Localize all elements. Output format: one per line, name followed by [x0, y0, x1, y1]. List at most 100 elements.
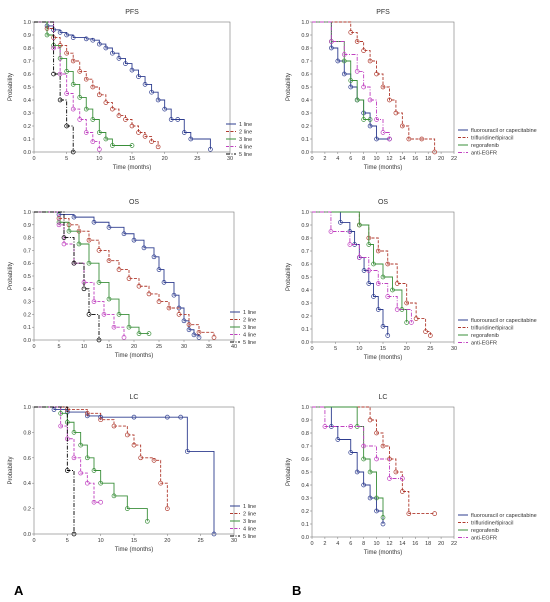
censor-marker	[385, 294, 391, 299]
legend-label: fluorouracil or capecitabine	[471, 318, 537, 324]
x-tick-label: 6	[349, 541, 352, 547]
censor-marker	[142, 134, 148, 139]
series-line	[34, 211, 215, 338]
censor-marker	[329, 39, 334, 44]
censor-marker	[196, 329, 202, 335]
y-tick-label: 0.4	[301, 288, 309, 294]
censor-marker	[178, 414, 184, 420]
y-tick-label: 0.8	[23, 430, 31, 436]
y-tick-label: 0.0	[23, 150, 31, 156]
censor-marker	[400, 476, 405, 481]
censor-marker	[84, 480, 90, 486]
censor-marker	[103, 45, 109, 51]
legend-label: fluorouracil or capecitabine	[471, 513, 537, 519]
legend-label: 5 line	[239, 152, 252, 158]
y-tick-label: 0.7	[301, 59, 309, 65]
x-axis-label: Time (months)	[113, 165, 151, 171]
censor-marker	[86, 237, 92, 243]
legend-label: anti-EGFR	[471, 536, 497, 542]
chart-title: PFS	[376, 9, 390, 16]
censor-marker	[106, 225, 112, 230]
censor-marker	[96, 130, 102, 135]
y-tick-label: 0.4	[301, 98, 309, 104]
censor-marker	[123, 117, 128, 122]
legend-label: regorafenib	[471, 143, 499, 149]
x-tick-label: 20	[438, 541, 444, 547]
chart-title: OS	[129, 199, 139, 206]
censor-marker	[111, 423, 117, 429]
series-line	[34, 21, 159, 147]
censor-marker	[70, 82, 76, 87]
censor-marker	[90, 37, 96, 43]
x-axis-label: Time (months)	[115, 547, 153, 553]
y-tick-label: 0.3	[301, 301, 309, 307]
legend-label: regorafenib	[471, 528, 499, 534]
censor-marker	[162, 106, 168, 112]
censor-marker	[184, 449, 190, 454]
y-tick-label: 0.6	[23, 456, 31, 462]
censor-marker	[186, 327, 192, 333]
censor-marker	[91, 219, 97, 225]
y-tick-label: 0.9	[23, 223, 31, 229]
legend-label: 5 line	[243, 534, 256, 540]
series-line	[312, 21, 390, 140]
series-line	[312, 21, 371, 120]
censor-marker	[84, 411, 90, 416]
censor-marker	[375, 248, 381, 254]
series-line	[34, 406, 101, 503]
series-line	[34, 211, 200, 338]
censor-marker	[354, 469, 360, 475]
censor-marker	[404, 320, 410, 325]
x-tick-label: 30	[231, 538, 237, 544]
censor-marker	[374, 117, 379, 122]
censor-marker	[136, 331, 142, 336]
censor-marker	[98, 480, 104, 486]
censor-marker	[338, 220, 343, 225]
chart-b-os: OS 0 5 10 15 20 25 30 0.0 0.1 0.2 0.3 0.4 0.5 0.6 0.7 0.…	[286, 199, 537, 361]
censor-marker	[380, 130, 386, 135]
censor-marker	[110, 106, 115, 112]
x-tick-label: 10	[373, 541, 379, 547]
censor-marker	[186, 322, 192, 327]
y-tick-label: 0.8	[23, 46, 31, 52]
censor-marker	[90, 84, 96, 90]
censor-marker	[129, 67, 135, 73]
x-tick-label: 25	[194, 156, 200, 162]
series-line	[34, 211, 125, 338]
censor-marker	[404, 300, 410, 306]
censor-marker	[142, 82, 148, 87]
legend-label: 4 line	[239, 145, 252, 151]
censor-marker	[98, 499, 104, 505]
series-line	[34, 21, 74, 152]
censor-marker	[131, 414, 137, 420]
y-tick-label: 0.1	[301, 522, 309, 528]
y-tick-label: 0.0	[301, 150, 309, 156]
censor-marker	[144, 518, 150, 524]
y-tick-label: 0.9	[23, 33, 31, 39]
censor-marker	[156, 267, 162, 272]
y-tick-label: 0.2	[301, 124, 309, 130]
censor-marker	[96, 248, 102, 253]
y-tick-label: 0.5	[301, 275, 309, 281]
y-tick-label: 0.0	[23, 532, 31, 538]
x-tick-label: 2	[323, 541, 326, 547]
y-tick-label: 0.5	[23, 274, 31, 280]
x-tick-label: 15	[106, 344, 112, 350]
censor-marker	[106, 296, 112, 302]
censor-marker	[409, 320, 414, 325]
censor-marker	[366, 281, 372, 286]
x-tick-label: 10	[81, 344, 87, 350]
x-tick-label: 15	[380, 346, 386, 352]
x-axis-label: Time (months)	[364, 165, 402, 171]
legend-label: anti-EGFR	[471, 341, 497, 347]
censor-marker	[380, 521, 386, 527]
x-tick-label: 18	[425, 541, 431, 547]
censor-marker	[156, 299, 162, 304]
censor-marker	[367, 495, 373, 501]
y-tick-label: 0.6	[301, 262, 309, 268]
censor-marker	[385, 333, 391, 338]
censor-marker	[361, 117, 366, 122]
series-line	[34, 211, 100, 340]
x-tick-label: 8	[362, 541, 365, 547]
